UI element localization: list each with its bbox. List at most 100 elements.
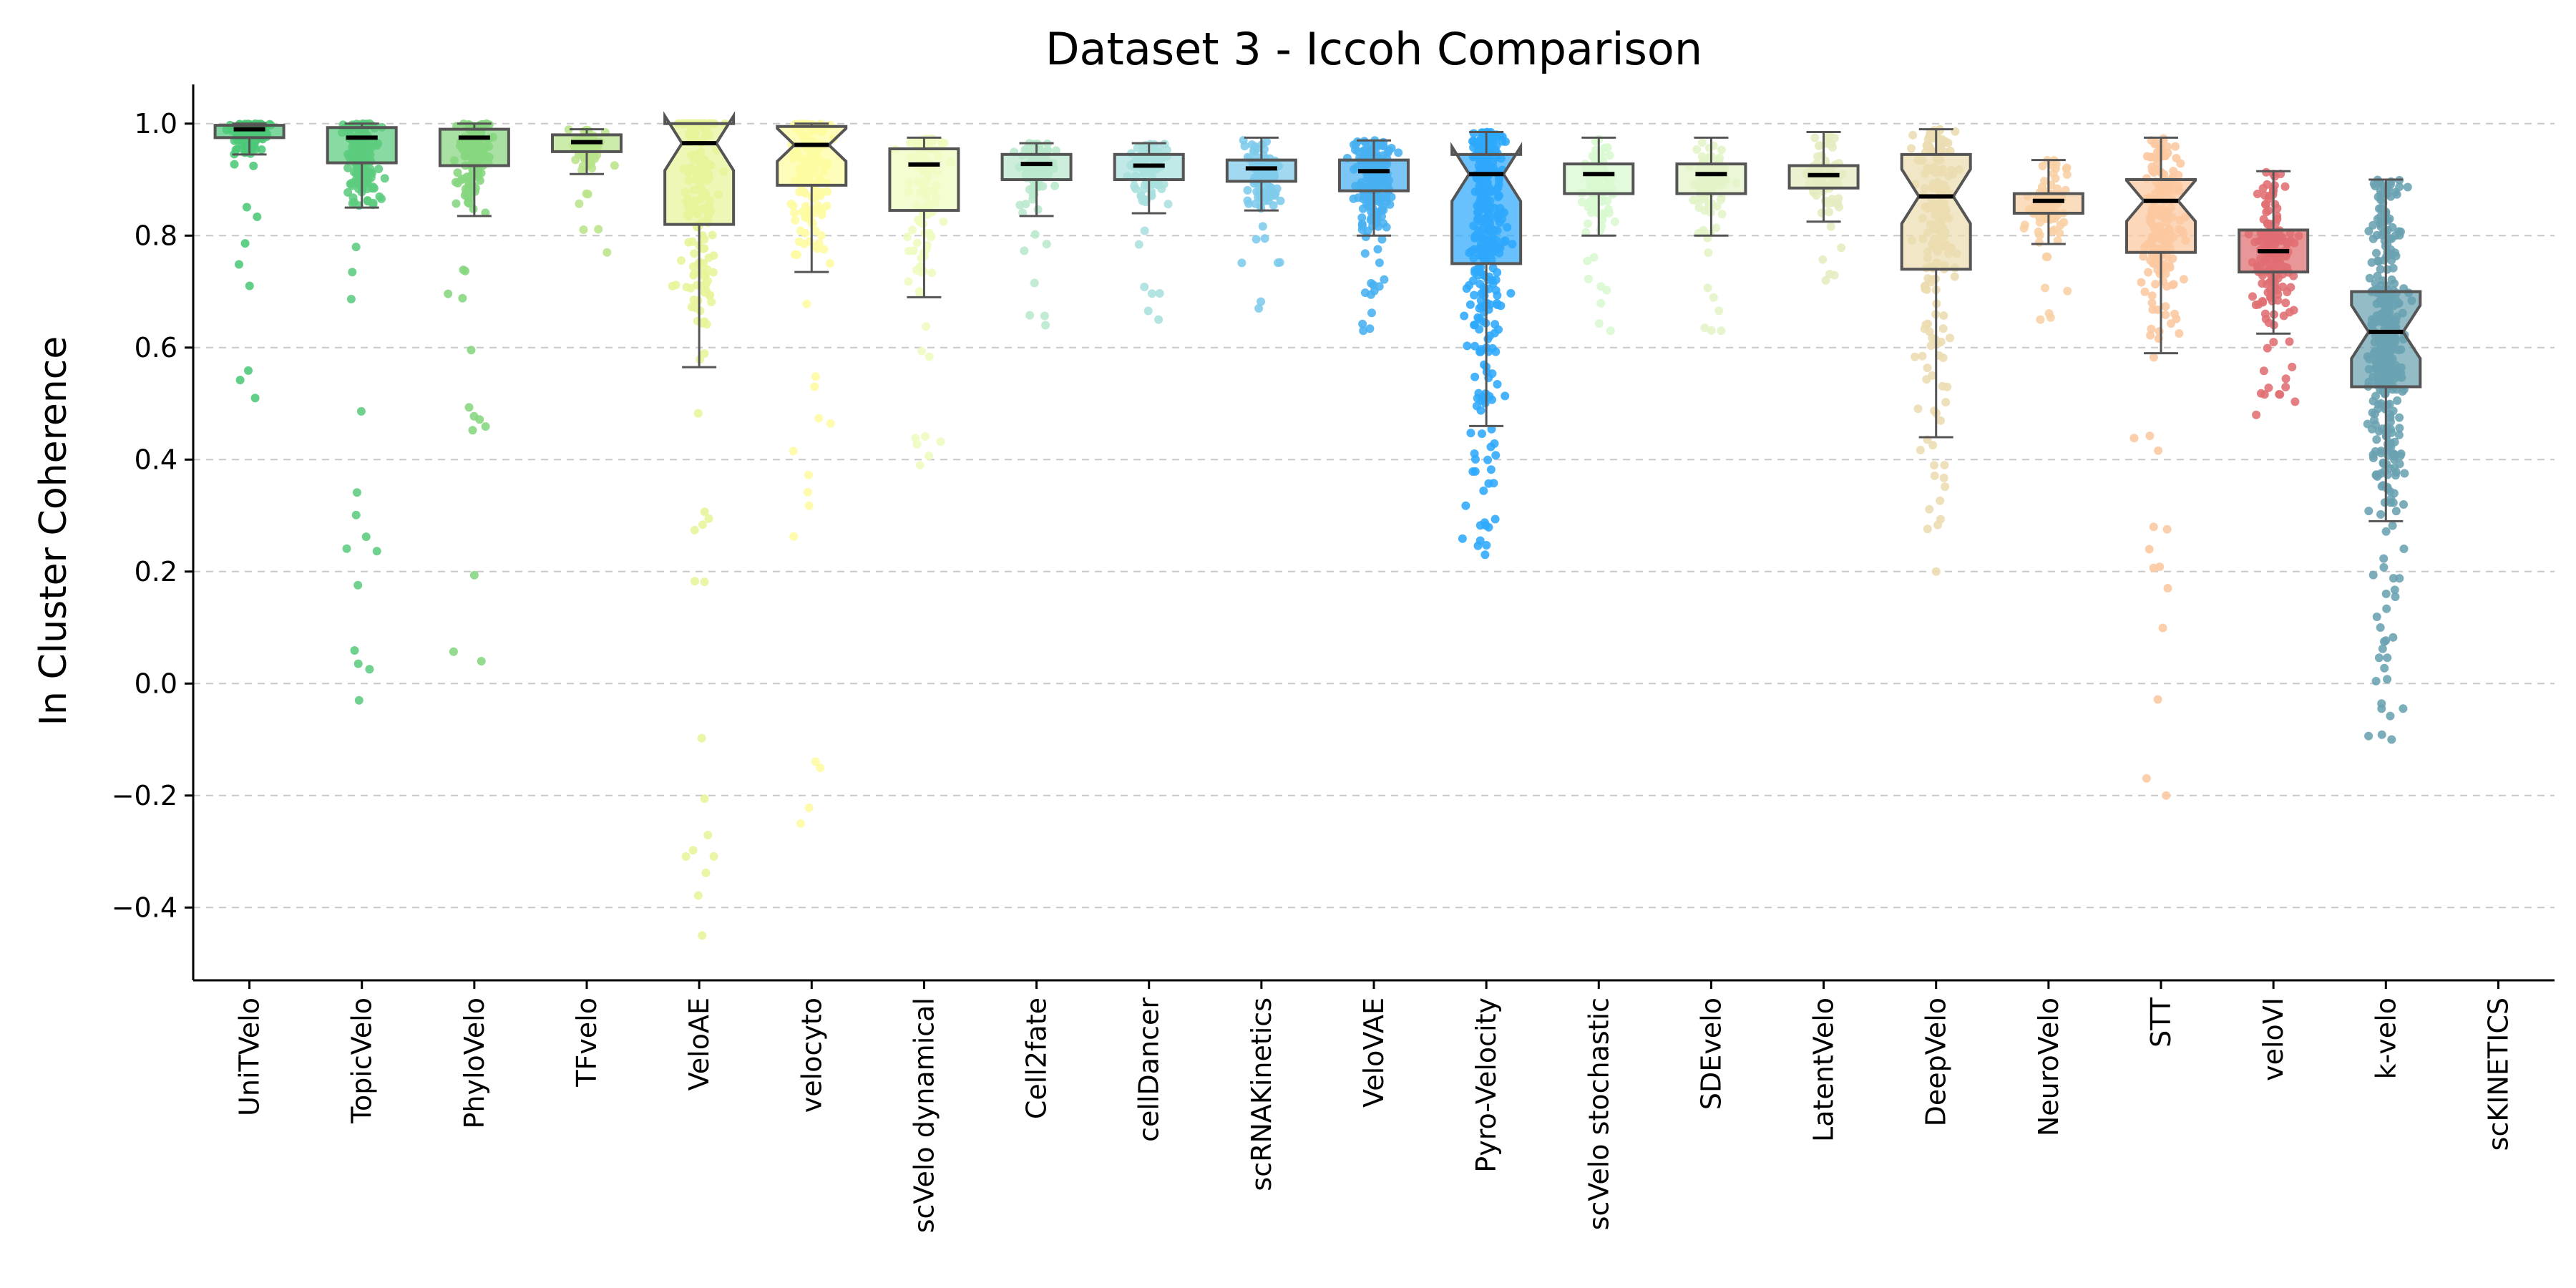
data-point <box>350 646 359 655</box>
data-point <box>1596 225 1605 235</box>
data-point <box>602 248 612 257</box>
data-point <box>1598 215 1607 225</box>
data-point <box>1918 351 1927 361</box>
data-point <box>2053 184 2062 193</box>
data-point <box>2387 234 2396 243</box>
x-tick-label: Pyro-Velocity <box>1470 997 1502 1173</box>
data-point <box>1488 395 1496 404</box>
box <box>888 147 960 213</box>
data-point <box>2258 297 2267 306</box>
data-point <box>2391 507 2401 516</box>
data-point <box>1042 240 1051 249</box>
data-point <box>2386 498 2395 507</box>
data-point <box>1131 184 1141 193</box>
data-point <box>1377 235 1387 244</box>
x-tick-label: velocyto <box>796 997 827 1113</box>
data-point <box>2392 190 2401 199</box>
box-plots <box>213 111 2422 522</box>
data-point <box>1252 235 1261 244</box>
data-point <box>1379 142 1388 151</box>
data-point <box>2389 633 2398 642</box>
data-point <box>1380 275 1389 284</box>
data-point <box>1498 137 1507 146</box>
data-point <box>2399 545 2409 553</box>
data-point <box>701 868 711 877</box>
data-point <box>1240 142 1249 151</box>
data-point <box>2149 522 2158 532</box>
data-point <box>1264 193 1273 202</box>
data-point <box>2147 166 2157 175</box>
data-point <box>2365 273 2374 283</box>
data-point <box>671 280 680 290</box>
data-point <box>564 125 573 135</box>
data-point <box>2376 623 2385 632</box>
data-point <box>469 570 479 580</box>
data-point <box>1493 380 1502 389</box>
data-point <box>2371 182 2380 190</box>
data-point <box>908 225 917 235</box>
data-point <box>707 298 716 306</box>
data-point <box>579 225 588 234</box>
data-point <box>917 346 927 356</box>
data-point <box>2364 507 2373 516</box>
data-point <box>1938 324 1948 333</box>
data-point <box>1351 145 1360 155</box>
data-point <box>2374 426 2384 436</box>
data-point <box>1483 275 1493 284</box>
y-tick-label: 0.8 <box>135 220 177 251</box>
data-point <box>1717 326 1726 336</box>
data-point <box>575 199 584 208</box>
data-point <box>352 488 361 497</box>
data-point <box>1596 298 1606 308</box>
data-point <box>704 514 713 523</box>
data-point <box>1376 196 1385 205</box>
data-point <box>688 846 698 855</box>
data-point <box>2400 469 2409 478</box>
data-point <box>242 203 251 212</box>
y-ticks: −0.4 −0.2 0.0 0.2 0.4 0.6 0.8 1.0 <box>112 108 193 923</box>
data-point <box>684 238 693 247</box>
data-point <box>1394 148 1403 157</box>
data-point <box>1260 234 1269 243</box>
data-point <box>682 283 691 292</box>
box <box>2350 290 2422 389</box>
data-point <box>2139 252 2148 261</box>
data-point <box>1020 246 1029 255</box>
data-point <box>924 452 934 461</box>
data-point <box>2129 434 2139 443</box>
data-point <box>2171 142 2180 151</box>
data-point <box>2260 390 2269 399</box>
data-point <box>708 230 717 240</box>
data-point <box>1922 285 1931 294</box>
data-point <box>2155 327 2164 336</box>
data-point <box>1812 191 1821 200</box>
data-point <box>1365 324 1375 333</box>
data-point <box>811 226 820 235</box>
x-tick-label: cellDancer <box>1133 997 1165 1142</box>
data-point <box>1463 341 1472 351</box>
data-point <box>2383 400 2392 409</box>
data-point <box>2386 424 2395 434</box>
data-point <box>700 349 709 358</box>
data-point <box>2390 463 2399 472</box>
data-point <box>1700 323 1709 333</box>
data-point <box>1033 145 1043 154</box>
data-point <box>1697 138 1707 147</box>
data-point <box>2379 554 2389 563</box>
data-point <box>1940 461 1949 469</box>
data-point <box>2285 308 2294 317</box>
data-point <box>1385 200 1395 209</box>
data-point <box>1913 404 1923 414</box>
data-point <box>1928 371 1937 380</box>
data-point <box>2371 391 2380 401</box>
data-point <box>2368 424 2376 434</box>
data-point <box>2391 471 2400 480</box>
data-point <box>1939 473 1948 482</box>
data-point <box>1163 200 1173 209</box>
data-point <box>2252 410 2261 419</box>
data-point <box>1717 210 1727 219</box>
data-point <box>346 295 356 303</box>
data-point <box>2154 446 2163 455</box>
